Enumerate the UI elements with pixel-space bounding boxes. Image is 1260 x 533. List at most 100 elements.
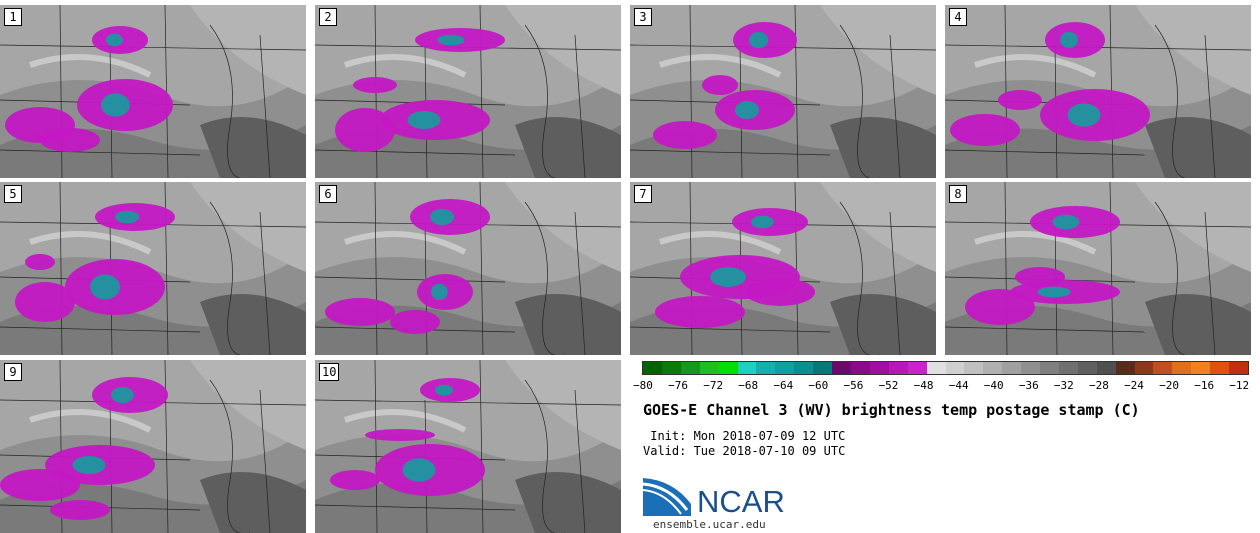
forecast-panel: 10 bbox=[315, 360, 621, 533]
forecast-panel: 5 bbox=[0, 182, 306, 355]
magenta-cloud-region bbox=[0, 469, 80, 501]
wv-map bbox=[315, 182, 621, 355]
colorbar-swatch bbox=[1191, 362, 1211, 374]
teal-core-region bbox=[101, 93, 130, 117]
wv-map bbox=[315, 5, 621, 178]
colorbar-tick-label: −36 bbox=[1018, 379, 1039, 392]
colorbar-swatch bbox=[1077, 362, 1097, 374]
teal-core-region bbox=[430, 208, 454, 226]
magenta-cloud-region bbox=[365, 429, 435, 441]
magenta-cloud-region bbox=[745, 278, 815, 306]
colorbar-swatch bbox=[756, 362, 776, 374]
init-time: Init: Mon 2018-07-09 12 UTC bbox=[643, 429, 846, 443]
teal-core-region bbox=[72, 456, 106, 474]
wv-map bbox=[630, 182, 936, 355]
forecast-panel: 1 bbox=[0, 5, 306, 178]
magenta-cloud-region bbox=[950, 114, 1020, 146]
colorbar-ticks: −80 −76 −72 −68 −64 −60 −56 −52 −48 −44 −40 −36 −32 −… bbox=[633, 379, 1249, 393]
colorbar-swatch bbox=[1058, 362, 1078, 374]
colorbar-swatch bbox=[1172, 362, 1192, 374]
ncar-logo-text: NCAR bbox=[697, 484, 785, 519]
colorbar-swatch bbox=[945, 362, 965, 374]
wv-map bbox=[630, 5, 936, 178]
teal-core-region bbox=[90, 274, 120, 300]
colorbar-swatch bbox=[869, 362, 889, 374]
teal-core-region bbox=[106, 33, 123, 47]
colorbar-swatch bbox=[775, 362, 795, 374]
colorbar-swatch bbox=[1002, 362, 1022, 374]
valid-time: Valid: Tue 2018-07-10 09 UTC bbox=[643, 444, 846, 458]
colorbar-swatch bbox=[1115, 362, 1135, 374]
teal-core-region bbox=[437, 34, 465, 46]
wv-map bbox=[0, 5, 306, 178]
forecast-panel: 9 bbox=[0, 360, 306, 533]
colorbar-swatch bbox=[850, 362, 870, 374]
forecast-panel: 6 bbox=[315, 182, 621, 355]
colorbar-tick-label: −60 bbox=[808, 379, 829, 392]
magenta-cloud-region bbox=[653, 121, 717, 149]
panel-number-label: 3 bbox=[634, 8, 652, 26]
teal-core-region bbox=[431, 283, 448, 301]
colorbar-swatch bbox=[718, 362, 738, 374]
colorbar-swatch bbox=[737, 362, 757, 374]
panel-number-label: 6 bbox=[319, 185, 337, 203]
wv-map bbox=[0, 360, 306, 533]
teal-core-region bbox=[111, 386, 134, 404]
panel-number-label: 1 bbox=[4, 8, 22, 26]
colorbar-swatch bbox=[699, 362, 719, 374]
magenta-cloud-region bbox=[655, 296, 745, 328]
colorbar-tick-label: −72 bbox=[703, 379, 724, 392]
colorbar-tick-label: −68 bbox=[738, 379, 759, 392]
magenta-cloud-region bbox=[25, 254, 55, 270]
magenta-cloud-region bbox=[325, 298, 395, 326]
colorbar-tick-label: −24 bbox=[1124, 379, 1144, 392]
teal-core-region bbox=[407, 111, 441, 129]
colorbar-swatch bbox=[888, 362, 908, 374]
magenta-cloud-region bbox=[965, 289, 1035, 325]
teal-core-region bbox=[735, 101, 759, 119]
magenta-cloud-region bbox=[702, 75, 738, 95]
teal-core-region bbox=[1060, 31, 1078, 49]
magenta-cloud-region bbox=[390, 310, 440, 334]
website-url[interactable]: ensemble.ucar.edu bbox=[653, 518, 766, 531]
colorbar-swatch bbox=[1096, 362, 1116, 374]
wv-map bbox=[945, 182, 1251, 355]
teal-core-region bbox=[751, 215, 774, 229]
figure-title: GOES-E Channel 3 (WV) brightness temp po… bbox=[643, 401, 1140, 419]
colorbar-swatch bbox=[680, 362, 700, 374]
colorbar-swatch bbox=[1210, 362, 1230, 374]
magenta-cloud-region bbox=[50, 500, 110, 520]
colorbar-swatch bbox=[661, 362, 681, 374]
colorbar-swatch bbox=[813, 362, 833, 374]
wv-map bbox=[315, 360, 621, 533]
colorbar bbox=[642, 361, 1249, 375]
forecast-panel: 3 bbox=[630, 5, 936, 178]
colorbar-tick-label: −76 bbox=[668, 379, 688, 392]
colorbar-tick-label: −80 bbox=[633, 379, 653, 392]
magenta-cloud-region bbox=[15, 282, 75, 322]
colorbar-swatch bbox=[1153, 362, 1173, 374]
panel-number-label: 10 bbox=[319, 363, 340, 381]
magenta-cloud-region bbox=[335, 108, 395, 152]
colorbar-tick-label: −52 bbox=[878, 379, 899, 392]
teal-core-region bbox=[749, 31, 769, 49]
forecast-panel: 2 bbox=[315, 5, 621, 178]
colorbar-tick-label: −28 bbox=[1089, 379, 1109, 392]
panel-number-label: 8 bbox=[949, 185, 967, 203]
wv-map bbox=[945, 5, 1251, 178]
colorbar-tick-label: −48 bbox=[913, 379, 934, 392]
colorbar-swatch bbox=[794, 362, 814, 374]
colorbar-swatch bbox=[1134, 362, 1154, 374]
magenta-cloud-region bbox=[998, 90, 1042, 110]
panel-number-label: 4 bbox=[949, 8, 967, 26]
teal-core-region bbox=[1067, 103, 1101, 127]
ncar-logo-icon bbox=[643, 478, 691, 516]
teal-core-region bbox=[115, 210, 139, 224]
colorbar-tick-label: −32 bbox=[1053, 379, 1074, 392]
colorbar-swatch bbox=[907, 362, 927, 374]
panel-number-label: 2 bbox=[319, 8, 337, 26]
colorbar-swatch bbox=[926, 362, 946, 374]
colorbar-tick-label: −64 bbox=[773, 379, 794, 392]
forecast-panel: 8 bbox=[945, 182, 1251, 355]
colorbar-tick-label: −20 bbox=[1159, 379, 1180, 392]
